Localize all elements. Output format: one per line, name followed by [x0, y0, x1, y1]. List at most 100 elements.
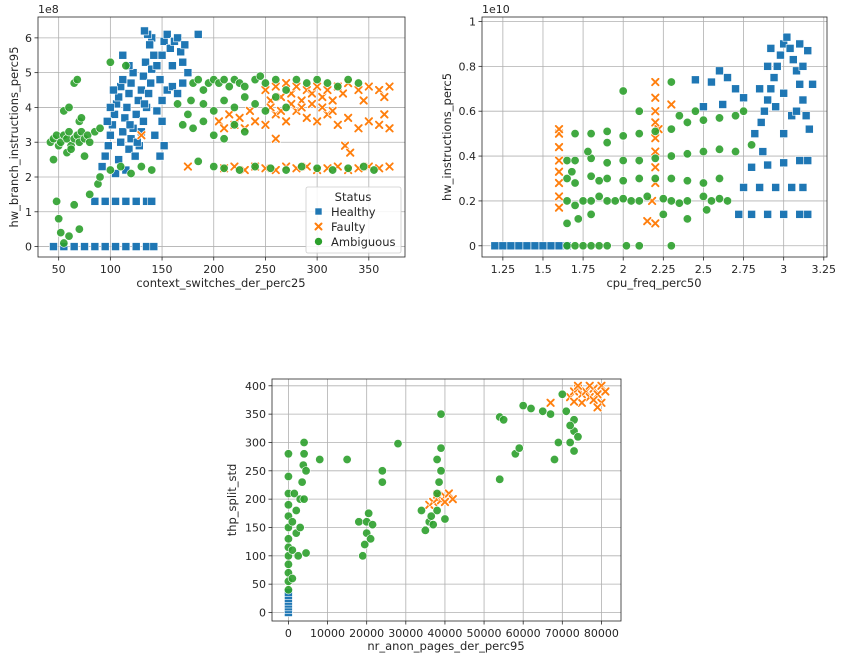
ambiguous-point — [618, 176, 628, 186]
ambiguous-point — [54, 214, 64, 224]
faulty-point — [281, 116, 291, 127]
faulty-point — [592, 402, 603, 413]
faulty-point — [296, 102, 307, 113]
ambiguous-point — [302, 78, 312, 88]
y-tick-label: 5 — [25, 67, 32, 80]
x-tick-label: 250 — [255, 263, 276, 276]
healthy-point — [514, 241, 524, 251]
faulty-point — [270, 81, 281, 92]
ambiguous-point — [322, 78, 332, 88]
y-axis-label: hw_instructions_perc5 — [440, 73, 454, 201]
healthy-point — [739, 93, 748, 103]
subplot-3: 0 10000 20000 30000 40000 50000 60000 70000 8000… — [225, 378, 622, 653]
x-tick-label: 2.5 — [695, 263, 713, 276]
faulty-point — [554, 155, 564, 166]
ambiguous-point — [95, 123, 105, 133]
healthy-point — [498, 241, 508, 251]
healthy-point — [168, 82, 177, 91]
y-tick-label: 0.8 — [459, 60, 477, 73]
ambiguous-point — [240, 92, 250, 102]
ambiguous-point — [538, 406, 548, 416]
faulty-point — [291, 81, 302, 92]
ambiguous-point — [562, 196, 572, 206]
faulty-point — [322, 85, 333, 95]
healthy-point — [787, 183, 796, 192]
healthy-point — [715, 66, 724, 76]
faulty-point — [358, 95, 369, 106]
y-tick-label: 300 — [245, 436, 266, 449]
ambiguous-point — [420, 525, 430, 535]
faulty-point — [340, 140, 350, 151]
x-tick-label: 3 — [780, 263, 787, 276]
ambiguous-point — [666, 151, 676, 161]
faulty-point — [650, 92, 661, 103]
healthy-point — [157, 50, 167, 60]
square-marker-icon — [314, 207, 323, 216]
healthy-point — [145, 40, 154, 50]
x-tick-label: 50 — [52, 263, 66, 276]
ambiguous-point — [219, 75, 229, 85]
healthy-point — [747, 210, 756, 219]
ambiguous-point — [434, 477, 444, 487]
x-tick-label: 3.25 — [812, 263, 837, 276]
plot-frame — [37, 16, 406, 258]
ambiguous-point — [299, 449, 309, 459]
ambiguous-point — [706, 196, 716, 206]
legend-box — [305, 186, 402, 254]
healthy-point — [763, 62, 772, 71]
healthy-point — [173, 89, 182, 98]
healthy-point — [795, 156, 805, 165]
healthy-point — [779, 210, 788, 219]
healthy-point — [763, 210, 772, 219]
healthy-point — [779, 129, 788, 138]
faulty-point — [384, 123, 395, 134]
legend-entry-faulty: Faulty — [313, 220, 366, 234]
healthy-point — [178, 78, 188, 88]
healthy-point — [173, 33, 182, 43]
healthy-point — [140, 26, 149, 36]
faulty-point — [577, 398, 587, 408]
faulty-point — [554, 202, 564, 213]
ambiguous-point — [557, 389, 567, 399]
ambiguous-point — [283, 471, 293, 481]
y-tick-label: 1 — [469, 15, 476, 28]
ambiguous-point — [573, 214, 583, 224]
ambiguous-point — [219, 134, 229, 144]
healthy-point — [159, 141, 169, 150]
faulty-point — [379, 92, 390, 102]
ambiguous-point — [255, 71, 265, 81]
ambiguous-point — [283, 559, 293, 569]
ambiguous-point — [594, 176, 604, 186]
ambiguous-point — [570, 200, 580, 210]
y-tick-labels: 0 0.2 0.4 0.6 0.8 1 — [459, 15, 482, 253]
ambiguous-point — [666, 196, 676, 206]
ambiguous-point — [297, 477, 307, 487]
healthy-point — [193, 30, 203, 39]
healthy-point — [699, 102, 708, 112]
legend-entry-ambiguous: Ambiguous — [314, 235, 395, 249]
ambiguous-point — [634, 196, 644, 206]
ambiguous-point — [436, 466, 446, 476]
ambiguous-point — [64, 231, 74, 241]
ambiguous-point — [650, 153, 660, 163]
ambiguous-point — [147, 165, 157, 175]
legend-label: Healthy — [331, 205, 376, 219]
faulty-point — [312, 81, 322, 92]
ambiguous-point — [650, 126, 660, 136]
faulty-point — [343, 113, 353, 123]
faulty-point — [183, 161, 193, 172]
healthy-point — [102, 117, 112, 126]
y-tick-label: 50 — [252, 578, 266, 591]
ambiguous-point — [682, 117, 692, 127]
ambiguous-point — [698, 115, 708, 125]
ambiguous-point — [698, 191, 708, 201]
ambiguous-point — [682, 149, 692, 159]
ambiguous-point — [229, 102, 239, 112]
faulty-point — [447, 494, 458, 504]
y-tick-label: 400 — [245, 380, 266, 393]
ambiguous-point — [650, 173, 660, 183]
faulty-point — [296, 95, 307, 106]
faulty-point — [353, 123, 364, 134]
ambiguous-point — [561, 406, 571, 416]
faulty-point — [554, 166, 564, 177]
